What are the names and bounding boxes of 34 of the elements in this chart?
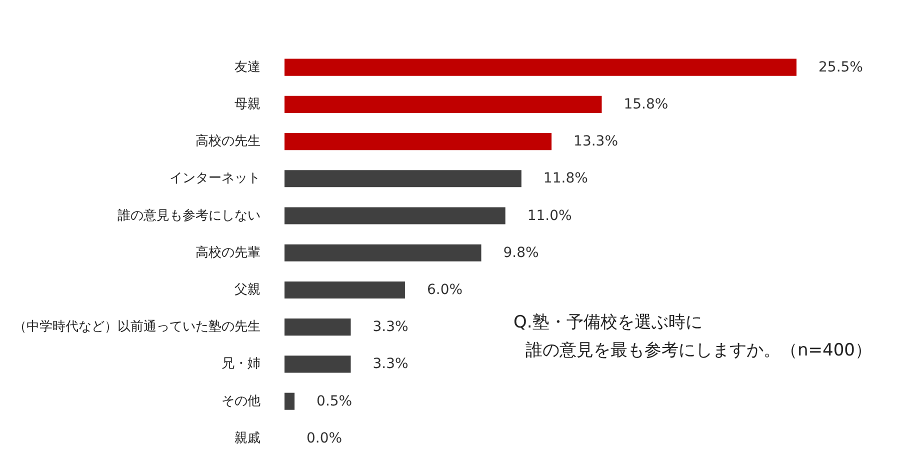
y-tick-label: （中学時代など）以前通っていた塾の先生	[14, 320, 260, 335]
data-label: 25.5%	[818, 59, 863, 76]
y-tick-label: 高校の先輩	[196, 244, 260, 260]
y-tick-label: インターネット	[170, 171, 260, 186]
bar	[284, 244, 482, 262]
data-label: 3.3%	[372, 356, 408, 372]
y-tick-label: 友達	[234, 60, 260, 75]
data-label: 0.5%	[316, 393, 352, 410]
y-tick-label: 高校の先生	[196, 133, 260, 150]
bar	[284, 207, 506, 224]
annotation: Q.塾・予備校を選ぶ時に	[514, 312, 702, 332]
bar	[284, 281, 405, 299]
data-label: 0.0%	[306, 430, 342, 446]
y-tick-label: 親戚	[234, 430, 260, 446]
bar	[284, 170, 522, 188]
y-tick-label: 母親	[234, 96, 260, 112]
bar	[284, 58, 796, 76]
bar	[284, 318, 351, 336]
annotation: 誰の意見を最も参考にしますか。（n=400）	[526, 340, 872, 360]
bar	[284, 132, 552, 150]
bar	[284, 356, 351, 373]
y-tick-label: 父親	[234, 282, 260, 298]
data-label: 9.8%	[503, 244, 539, 261]
data-label: 6.0%	[426, 282, 463, 298]
data-label: 15.8%	[624, 96, 668, 112]
data-label: 11.0%	[527, 208, 572, 224]
data-label: 3.3%	[372, 319, 408, 336]
y-tick-label: 兄・姉	[222, 356, 260, 372]
y-tick-label: その他	[222, 394, 260, 409]
data-label: 11.8%	[543, 170, 588, 187]
bar	[284, 96, 602, 113]
data-label: 13.3%	[574, 134, 618, 150]
y-tick-label: 誰の意見も参考にしない	[118, 208, 260, 224]
bar	[284, 392, 295, 410]
